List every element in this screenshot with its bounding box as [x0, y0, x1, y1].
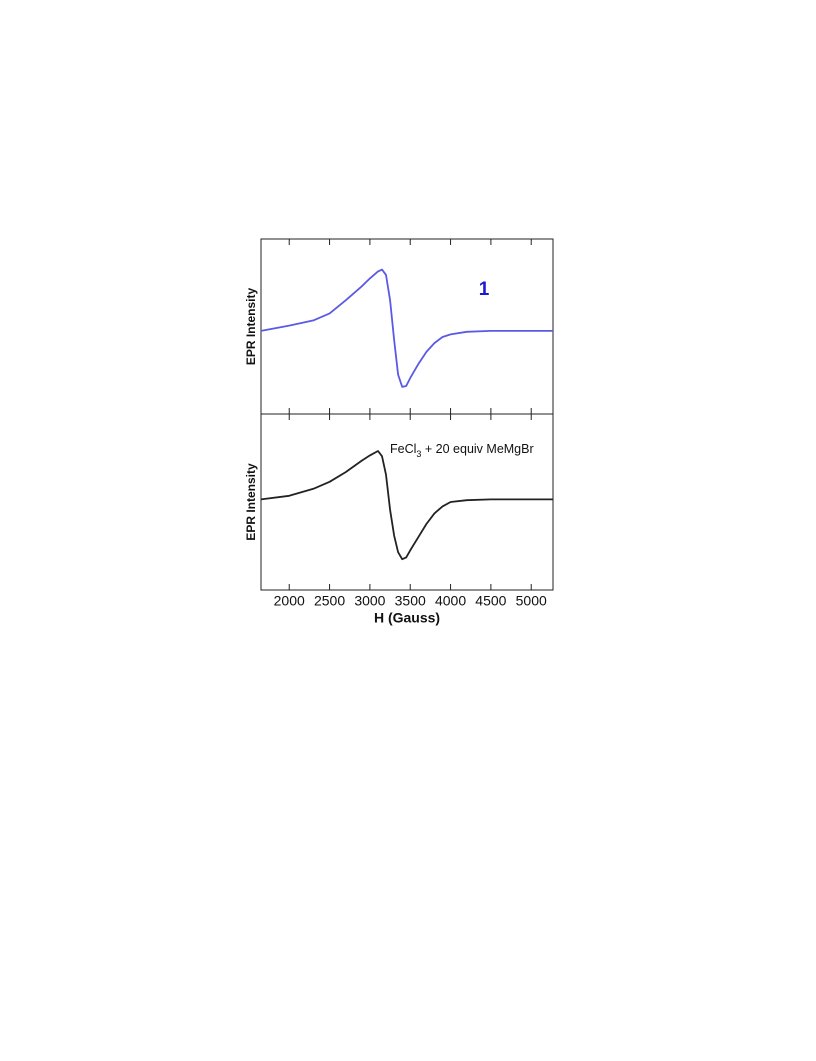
annotation-part: 3 [416, 449, 421, 459]
x-tick-label: 3500 [395, 593, 426, 609]
x-axis-label: H (Gauss) [374, 610, 440, 626]
x-tick-label: 4500 [475, 593, 506, 609]
x-tick-label: 2500 [314, 593, 345, 609]
spectrum-line [260, 268, 553, 388]
plot-frame [260, 413, 554, 591]
y-axis-label: EPR Intensity [244, 288, 258, 366]
y-axis-label: EPR Intensity [244, 463, 258, 541]
x-tick-label: 2000 [274, 593, 305, 609]
spectrum-line [260, 450, 553, 561]
x-tick-label: 5000 [516, 593, 547, 609]
x-tick-label: 4000 [435, 593, 466, 609]
panel-label: 1 [479, 279, 490, 300]
x-tick-label: 3000 [354, 593, 385, 609]
annotation: FeCl3 + 20 equiv MeMgBr [390, 442, 534, 459]
annotation-part: FeCl [390, 442, 416, 456]
annotation-part: + 20 equiv MeMgBr [421, 442, 533, 456]
plot-frame [260, 238, 554, 415]
